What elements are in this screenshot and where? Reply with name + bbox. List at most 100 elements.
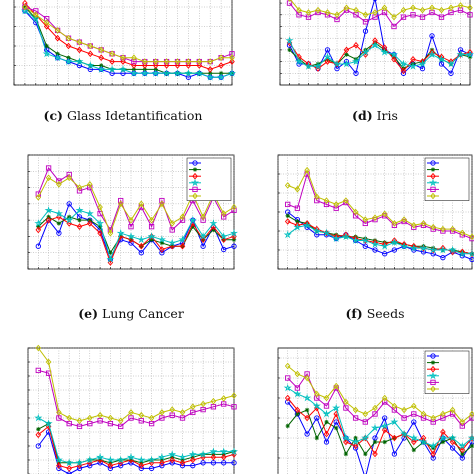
data-point [362,410,369,418]
data-point [54,209,63,218]
data-point [382,251,388,257]
data-point [168,238,177,247]
data-point [380,48,389,56]
legend-marker [430,379,436,386]
data-point [285,375,291,381]
data-point [322,228,331,237]
data-point [372,9,378,16]
data-point [448,70,454,76]
data-point [56,462,62,469]
data-point [138,200,145,208]
data-point [460,451,465,457]
series-mcas-cc [284,362,474,426]
data-point [381,210,388,218]
data-point [438,433,447,442]
data-point [467,54,473,60]
data-point [324,419,329,425]
data-point [56,178,62,184]
data-point [429,245,438,254]
data-point [229,58,235,65]
data-point [142,62,148,69]
data-point [303,393,312,402]
data-point [138,242,145,250]
data-point [391,13,397,21]
legend-marker [430,160,436,166]
data-point [35,243,41,249]
data-point [438,61,445,67]
data-point [448,245,457,254]
data-point [296,6,302,14]
data-point [56,181,62,188]
data-point [33,11,39,19]
data-point [178,452,187,461]
legend-marker [430,353,436,359]
data-point [77,217,82,223]
data-point [427,50,437,59]
legend-marker [428,371,438,380]
data-point [391,247,398,253]
data-point [142,58,148,65]
data-point [87,462,93,469]
data-point [66,201,72,207]
data-point [438,245,447,254]
data-point [190,403,196,411]
data-point [314,395,320,401]
data-point [372,247,378,253]
data-point [152,62,159,69]
caption-text: Glass Idetantification [63,108,202,123]
data-point [408,62,418,70]
legend [424,157,470,201]
data-point [159,409,165,416]
data-point [303,221,312,229]
legend-marker [430,186,436,193]
data-point [140,69,149,77]
data-point [372,439,378,445]
data-point [370,240,380,248]
subfigure-caption: (e) Lung Cancer [78,306,184,321]
data-point [174,58,181,65]
data-point [163,62,170,69]
data-point [440,225,446,233]
data-point [231,404,237,410]
data-point [400,14,407,20]
data-point [35,443,41,449]
data-point [410,55,416,63]
series-line [287,401,473,474]
data-point [22,3,28,11]
data-point [107,462,114,469]
data-point [196,62,203,69]
data-point [218,54,224,61]
data-point [231,207,237,214]
caption-letter: (c) [44,108,63,123]
caption-letter: (d) [352,108,373,123]
data-point [333,419,339,425]
data-point [85,209,94,218]
data-point [341,433,350,442]
data-point [116,455,125,464]
legend-marker [428,178,438,187]
series-line [38,369,235,427]
data-point [22,0,28,7]
data-point [459,423,465,429]
data-point [324,58,331,65]
data-point [148,414,155,422]
data-point [168,450,177,458]
data-point [147,232,156,240]
data-point [293,222,302,231]
data-point [284,394,291,402]
data-point [438,14,445,20]
data-point [449,438,456,446]
data-point [390,238,399,246]
data-point [179,462,186,469]
series-line [287,211,473,260]
data-point [419,65,426,72]
series-hcs [34,413,239,467]
data-point [400,241,409,250]
data-point [138,411,145,419]
caption-letter: (f) [346,306,363,321]
data-point [44,43,49,49]
chart-panel-d: (d) Iris [279,0,474,123]
data-point [43,23,50,30]
data-point [411,402,417,410]
data-point [106,455,115,464]
